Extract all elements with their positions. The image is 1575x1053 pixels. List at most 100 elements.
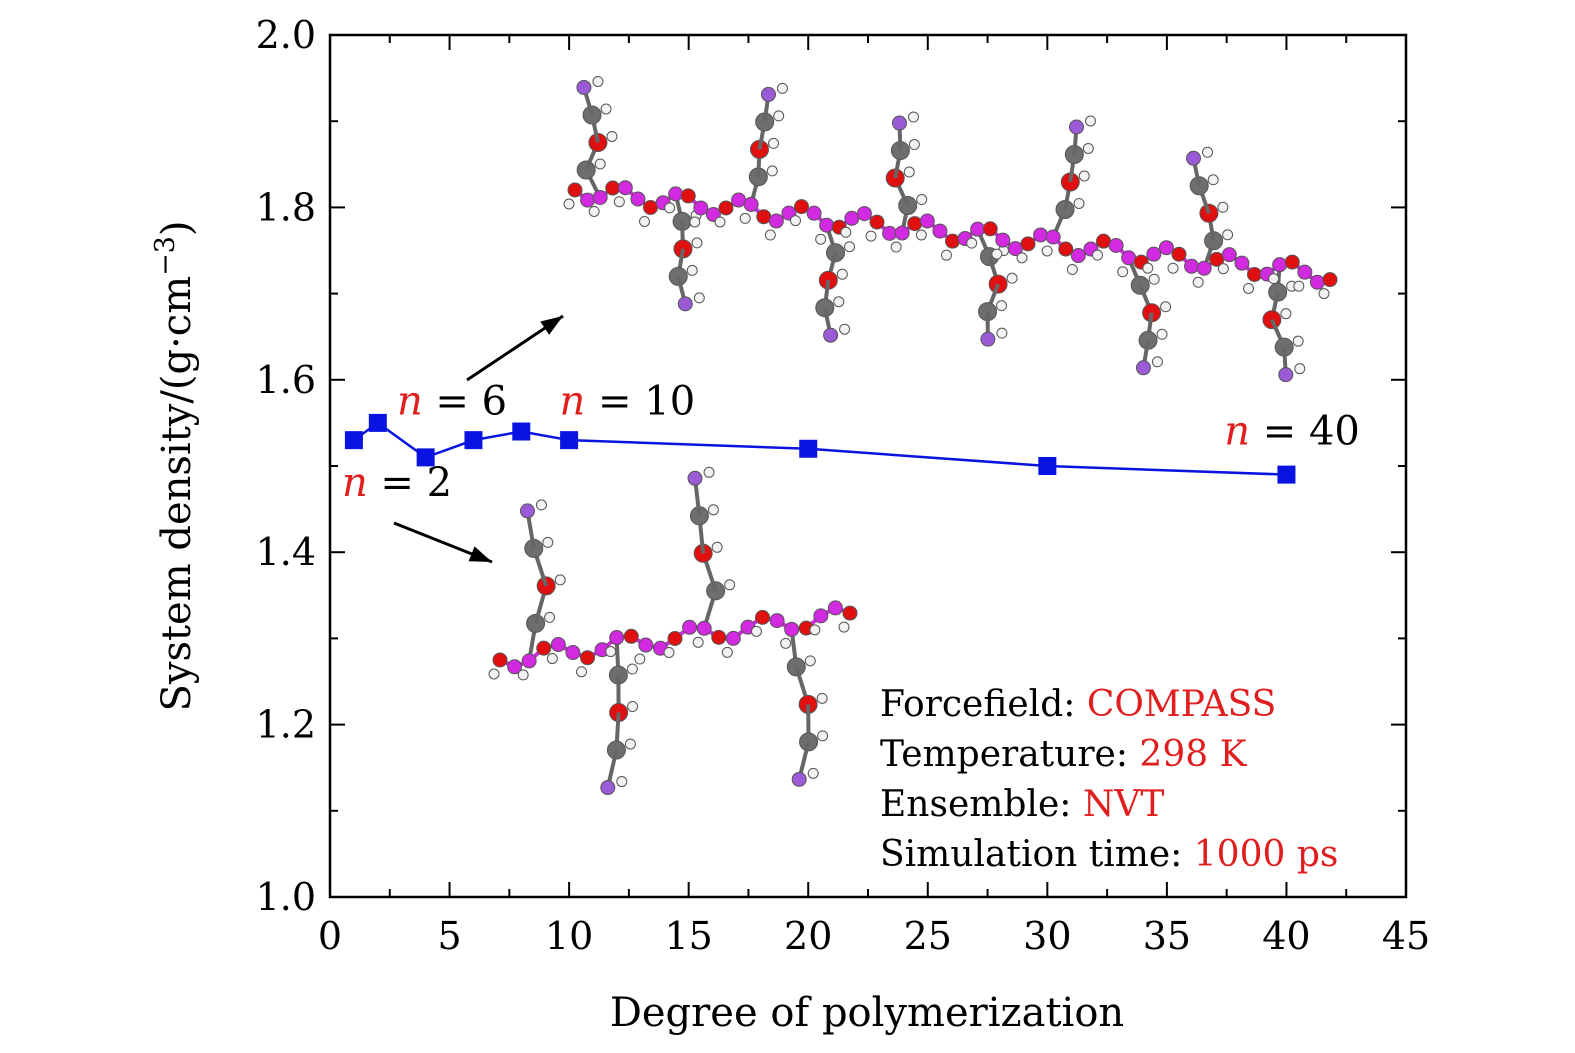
- atom: [941, 249, 952, 261]
- info-label: Temperature:: [880, 734, 1139, 775]
- atom: [982, 221, 998, 237]
- atom: [1309, 274, 1325, 290]
- atom: [613, 196, 625, 208]
- atom: [945, 233, 960, 249]
- atom: [819, 217, 835, 233]
- atom: [991, 248, 1003, 260]
- atom: [1196, 260, 1212, 276]
- atom: [894, 225, 910, 241]
- data-series: [344, 413, 1296, 484]
- atom: [693, 292, 705, 304]
- atom: [768, 137, 780, 149]
- atom: [773, 110, 785, 122]
- y-tick-label: 2.0: [256, 13, 316, 57]
- data-point: [344, 431, 363, 450]
- data-point: [464, 431, 483, 450]
- annotation-variable: n: [560, 378, 586, 424]
- data-point: [799, 439, 818, 458]
- atom: [1284, 254, 1300, 270]
- atom: [667, 630, 683, 646]
- atom: [1167, 262, 1179, 274]
- atom: [546, 653, 558, 665]
- atom: [915, 229, 927, 241]
- atom: [844, 210, 860, 226]
- atom: [492, 652, 508, 668]
- atom: [714, 216, 726, 228]
- atom: [721, 646, 733, 658]
- atom: [1297, 264, 1313, 280]
- atom: [1160, 301, 1172, 313]
- y-tick-label: 1.2: [256, 703, 316, 747]
- molecule-illustrations: [488, 75, 1338, 796]
- atom: [807, 767, 819, 779]
- y-tick-label: 1.6: [256, 358, 316, 402]
- atom: [766, 165, 778, 177]
- annotation-arrows: [393, 314, 564, 564]
- atom: [725, 630, 741, 646]
- atom: [1158, 240, 1174, 256]
- atom: [827, 600, 843, 616]
- point-annotation: n = 2: [342, 460, 452, 506]
- x-tick-label: 30: [1023, 914, 1071, 958]
- atom: [617, 180, 633, 196]
- atom: [1121, 250, 1137, 266]
- atom: [815, 233, 827, 245]
- atom: [639, 215, 650, 227]
- atom: [1078, 170, 1090, 182]
- atom: [1108, 237, 1124, 253]
- atom: [840, 226, 852, 238]
- atom: [576, 79, 592, 95]
- atom: [1058, 241, 1074, 257]
- atom: [517, 669, 529, 681]
- x-tick-label: 45: [1382, 914, 1430, 958]
- atom: [519, 503, 535, 519]
- atom: [1192, 276, 1204, 288]
- atom: [769, 613, 785, 629]
- atom: [768, 213, 784, 229]
- atom: [1020, 236, 1036, 252]
- atom: [643, 199, 658, 215]
- atom: [692, 636, 704, 648]
- atom: [1041, 245, 1053, 257]
- data-point: [560, 431, 579, 450]
- atom: [1222, 229, 1234, 241]
- atom: [817, 730, 829, 742]
- atom: [1221, 247, 1237, 263]
- atom: [507, 659, 523, 675]
- atom: [1280, 308, 1292, 320]
- atom: [634, 653, 646, 665]
- atom: [776, 82, 788, 94]
- x-tick-label: 25: [904, 914, 952, 958]
- atom: [1247, 266, 1262, 282]
- atom: [1243, 282, 1254, 294]
- atom: [682, 619, 698, 635]
- atom: [687, 470, 703, 486]
- point-annotation: n = 10: [560, 378, 696, 424]
- y-axis-title-close: ): [154, 220, 200, 236]
- atom: [784, 621, 800, 637]
- atom: [664, 202, 676, 214]
- atom: [554, 574, 566, 586]
- atom: [809, 624, 821, 636]
- atom: [907, 216, 923, 232]
- atom: [638, 637, 654, 653]
- info-label: Ensemble:: [880, 784, 1083, 825]
- info-row: Temperature: 298 K: [880, 734, 1248, 775]
- x-tick-label: 15: [664, 914, 712, 958]
- annotation-variable: n: [1224, 408, 1250, 454]
- atom: [980, 331, 996, 347]
- x-tick-label: 5: [437, 914, 461, 958]
- info-label: Simulation time:: [880, 834, 1194, 875]
- atom: [995, 232, 1011, 248]
- atom: [488, 668, 500, 680]
- atom: [865, 230, 877, 242]
- atom: [1318, 288, 1330, 300]
- atom: [703, 466, 715, 478]
- atom: [1207, 174, 1219, 186]
- atom: [891, 115, 907, 131]
- atom: [580, 650, 595, 666]
- atom: [916, 194, 928, 206]
- atom: [592, 189, 608, 205]
- atom: [838, 621, 850, 633]
- atom: [755, 609, 770, 625]
